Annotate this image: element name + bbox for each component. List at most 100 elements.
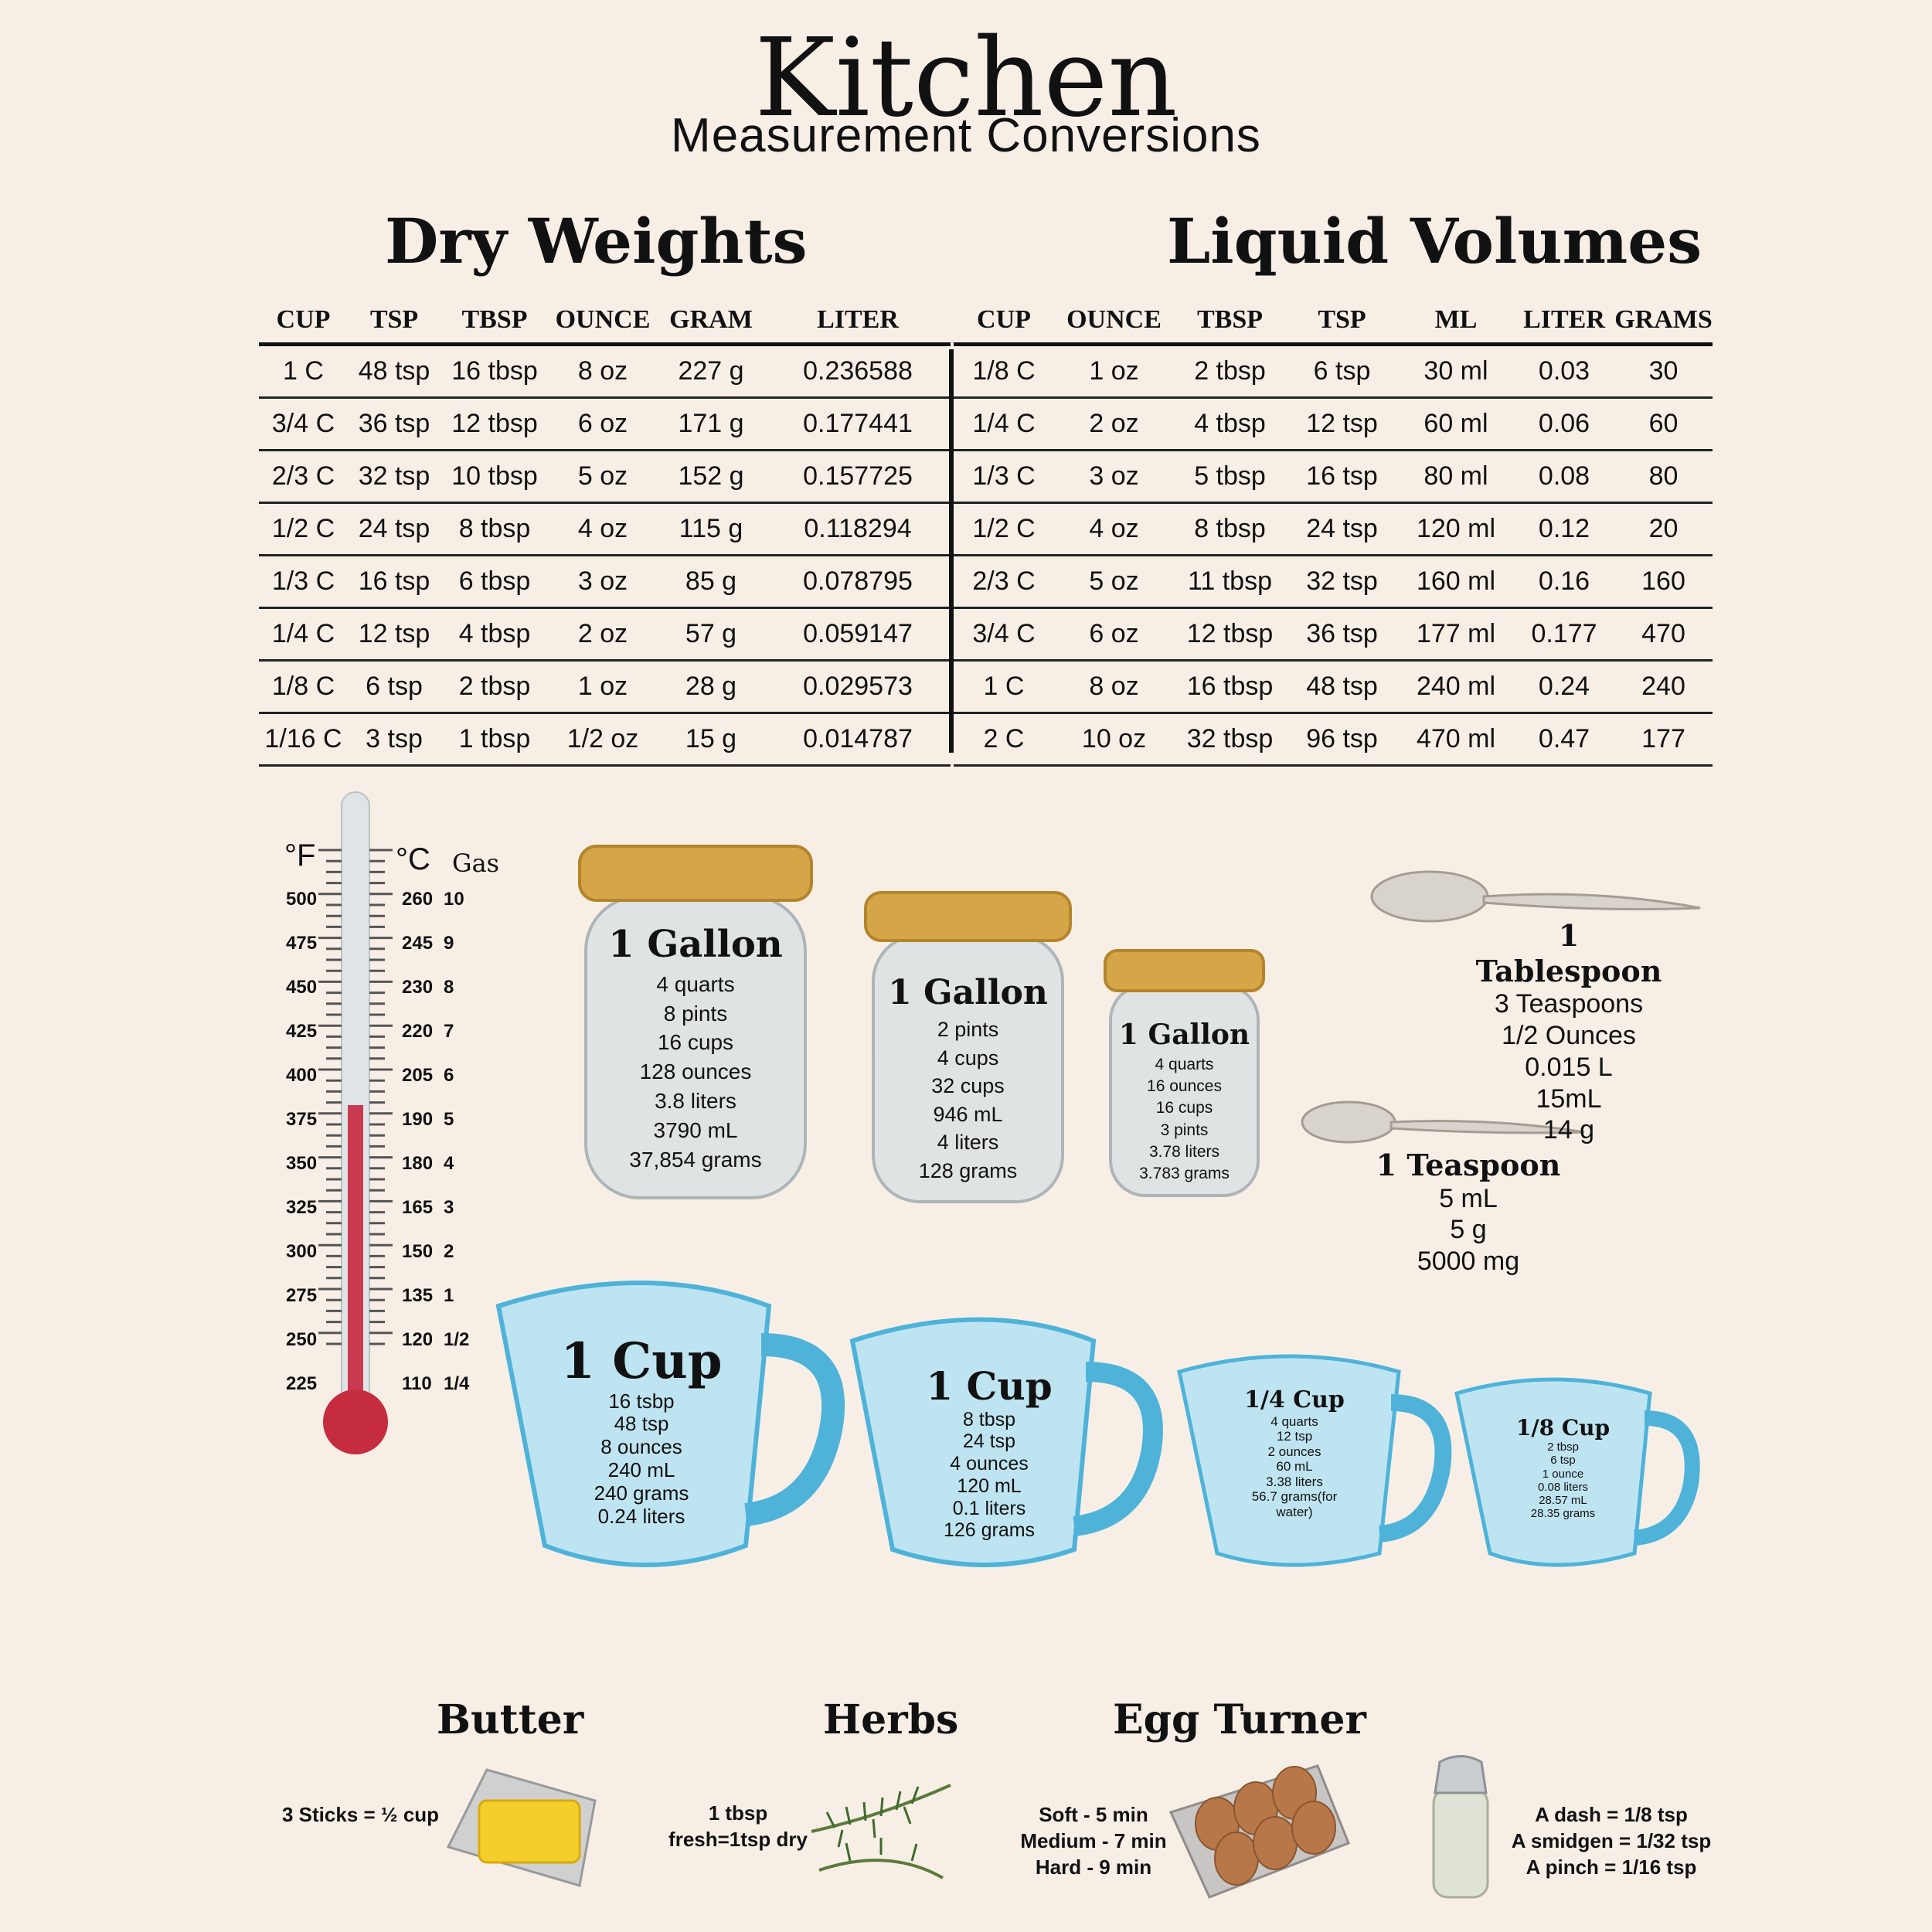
table-cell: 16 tsp bbox=[1286, 449, 1398, 503]
jar-line: 37,854 grams bbox=[629, 1147, 762, 1172]
table-cell: 4 tbsp bbox=[1174, 396, 1286, 451]
table-cell: 60 ml bbox=[1398, 396, 1514, 451]
table-cell: 0.177 bbox=[1514, 607, 1614, 661]
thermometer-gas-mark-value: 8 bbox=[444, 977, 454, 998]
table-cell: 2/3 C bbox=[259, 449, 348, 503]
dry-header-row: CUP TSP TBSP OUNCE GRAM LITER bbox=[259, 305, 951, 345]
table-row: 2 C 10 oz 32 tbsp 96 tsp 470 ml 0.47 177 bbox=[954, 712, 1713, 767]
table-cell: 4 oz bbox=[549, 502, 657, 556]
table-cell: 48 tsp bbox=[348, 342, 440, 398]
measuring-cup-line: 1 ounce bbox=[1542, 1467, 1584, 1481]
thermometer-celsius-value: 230 bbox=[402, 977, 434, 998]
jar-line: 3 pints bbox=[1160, 1121, 1209, 1139]
table-cell: 470 ml bbox=[1398, 712, 1514, 767]
thermometer-fahrenheit-value: 250 bbox=[286, 1329, 318, 1350]
rosemary-icon bbox=[811, 1784, 951, 1879]
thermometer-celsius-value: 205 bbox=[402, 1065, 434, 1086]
table-cell: 1/3 C bbox=[259, 554, 348, 608]
thermometer-gas-mark-value: 7 bbox=[444, 1021, 454, 1042]
measuring-cup-line: 2 tbsp bbox=[1547, 1440, 1579, 1454]
thermometer-fahrenheit-value: 400 bbox=[286, 1065, 318, 1086]
table-cell: 5 oz bbox=[1054, 554, 1174, 608]
page-title: Kitchen bbox=[754, 15, 1178, 141]
liquid-col-header: CUP bbox=[977, 305, 1031, 334]
table-cell: 5 tbsp bbox=[1174, 449, 1286, 503]
measuring-cup-line: 126 grams bbox=[943, 1519, 1036, 1542]
thermometer-gas-mark-value: 1/4 bbox=[444, 1373, 470, 1394]
table-cell: 36 tsp bbox=[348, 396, 440, 451]
table-cell: 8 tbsp bbox=[440, 502, 549, 556]
herbs-line-1: 1 tbsp bbox=[708, 1801, 768, 1825]
thermometer-fahrenheit-value: 225 bbox=[286, 1373, 318, 1394]
table-cell: 60 bbox=[1614, 396, 1713, 451]
jar-line: 3.78 liters bbox=[1148, 1142, 1220, 1161]
jar-line: 3790 mL bbox=[653, 1117, 738, 1142]
table-cell: 2 tbsp bbox=[1174, 342, 1286, 398]
dry-col-header: CUP bbox=[276, 305, 331, 334]
thermometer-gas-mark-value: 10 bbox=[444, 889, 464, 910]
table-cell: 3/4 C bbox=[259, 396, 348, 451]
table-cell: 85 g bbox=[657, 554, 765, 608]
celsius-label: °C bbox=[396, 842, 430, 876]
table-cell: 11 tbsp bbox=[1174, 554, 1286, 608]
table-cell: 227 g bbox=[657, 342, 765, 398]
measuring-cup-line: 4 ounces bbox=[950, 1453, 1029, 1475]
measuring-cup-label: 1/8 Cup 2 tbsp 6 tsp 1 ounce 0.08 liters 28.5… bbox=[1484, 1415, 1642, 1521]
jar-large-icon bbox=[578, 845, 813, 1199]
measuring-cup-1-icon bbox=[495, 1281, 845, 1567]
dry-weights-table: CUP TSP TBSP OUNCE GRAM LITER 1 C 48 tsp 16 tbs… bbox=[259, 305, 951, 767]
gas-label: Gas bbox=[452, 849, 500, 878]
table-cell: 160 bbox=[1614, 554, 1713, 608]
thermometer-gas-mark-value: 1/2 bbox=[444, 1329, 470, 1350]
liquid-header-row: CUP OUNCE TBSP TSP ML LITER GRAMS bbox=[954, 305, 1713, 345]
table-cell: 0.16 bbox=[1514, 554, 1614, 608]
table-cell: 177 bbox=[1614, 712, 1713, 767]
fahrenheit-label: °F bbox=[284, 838, 316, 872]
spoon-label: 1 Teaspoon 5 mL 5 g 5000 mg bbox=[1368, 1148, 1569, 1277]
thermometer-celsius-value: 165 bbox=[402, 1197, 434, 1218]
measuring-cup-4-icon bbox=[1454, 1377, 1700, 1567]
table-cell: 0.47 bbox=[1514, 712, 1614, 767]
teaspoon-icon bbox=[1301, 1100, 1585, 1144]
measuring-cup-2-icon bbox=[849, 1317, 1163, 1567]
table-cell: 16 tsp bbox=[348, 554, 440, 608]
measuring-cup-line: 6 tsp bbox=[1550, 1454, 1576, 1468]
table-cell: 32 tbsp bbox=[1174, 712, 1286, 767]
thermometer-fahrenheit-value: 300 bbox=[286, 1241, 318, 1262]
thermometer-fahrenheit-value: 475 bbox=[286, 933, 318, 954]
pinch-measure: A pinch = 1/16 tsp bbox=[1526, 1855, 1697, 1879]
jar-line: 4 liters bbox=[937, 1131, 999, 1155]
table-cell: 1 tbsp bbox=[440, 712, 549, 767]
table-cell: 5 oz bbox=[549, 449, 657, 503]
table-row: 1 C 48 tsp 16 tbsp 8 oz 227 g 0.236588 bbox=[259, 342, 951, 398]
table-cell: 0.03 bbox=[1514, 342, 1614, 398]
jar-line: 8 pints bbox=[663, 1001, 728, 1026]
table-cell: 24 tsp bbox=[348, 502, 440, 556]
table-cell: 0.029573 bbox=[765, 659, 951, 713]
jar-label: 1 Gallon 4 quarts 8 pints 16 cups 128 ounces… bbox=[572, 920, 819, 1174]
measuring-cup-line: 0.24 liters bbox=[597, 1505, 685, 1529]
egg-times: Soft - 5 min Medium - 7 min Hard - 9 min bbox=[1005, 1802, 1182, 1880]
jar-line: 16 cups bbox=[657, 1030, 734, 1055]
measuring-cup-label: 1 Cup 16 tsbp 48 tsp 8 ounces 240 mL 240 gram… bbox=[526, 1333, 757, 1529]
table-cell: 1 C bbox=[954, 659, 1054, 713]
thermometer-gas-mark-value: 2 bbox=[444, 1241, 454, 1262]
table-cell: 0.24 bbox=[1514, 659, 1614, 713]
table-cell: 6 tbsp bbox=[440, 554, 549, 608]
table-cell: 120 ml bbox=[1398, 502, 1514, 556]
table-cell: 1/2 C bbox=[954, 502, 1054, 556]
thermometer-celsius-value: 190 bbox=[402, 1109, 434, 1130]
jar-line: 128 grams bbox=[918, 1158, 1018, 1182]
smidgen-measure: A smidgen = 1/32 tsp bbox=[1511, 1828, 1712, 1852]
table-cell: 80 ml bbox=[1398, 449, 1514, 503]
jar-line: 16 ounces bbox=[1147, 1077, 1222, 1095]
table-cell: 24 tsp bbox=[1286, 502, 1398, 556]
measuring-cup-line: 2 ounces bbox=[1267, 1444, 1321, 1459]
spoon-title: 1 Teaspoon bbox=[1376, 1148, 1561, 1182]
table-cell: 1/4 C bbox=[954, 396, 1054, 451]
spoon-line: 1/2 Ounces bbox=[1502, 1020, 1636, 1050]
